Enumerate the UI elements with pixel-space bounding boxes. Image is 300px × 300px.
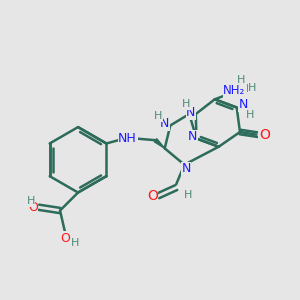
Text: H: H [183, 190, 192, 200]
Text: N: N [238, 98, 248, 111]
Text: H: H [246, 110, 255, 120]
Text: H: H [154, 111, 162, 121]
Text: N: N [160, 117, 169, 130]
Text: O: O [259, 128, 270, 142]
Text: N: N [181, 162, 191, 175]
Text: NH₂: NH₂ [223, 84, 245, 97]
Text: H: H [26, 196, 35, 206]
Text: O: O [28, 201, 38, 214]
Text: N: N [188, 130, 197, 143]
Text: NH: NH [227, 85, 245, 98]
Text: H: H [71, 238, 80, 248]
Text: H: H [237, 75, 245, 85]
Text: NH: NH [118, 132, 137, 145]
Text: O: O [60, 232, 70, 245]
Text: O: O [147, 190, 158, 203]
Text: H: H [182, 99, 190, 109]
Text: H: H [246, 85, 254, 94]
Text: H: H [248, 83, 256, 93]
Polygon shape [154, 139, 165, 148]
Text: N: N [186, 106, 196, 119]
